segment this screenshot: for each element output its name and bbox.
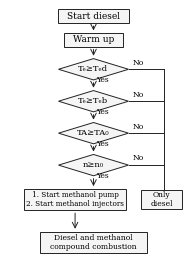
- Text: No: No: [132, 122, 143, 130]
- Text: No: No: [132, 91, 143, 98]
- Text: Warm up: Warm up: [73, 36, 114, 44]
- Text: Start diesel: Start diesel: [67, 12, 120, 20]
- FancyBboxPatch shape: [59, 9, 128, 23]
- Polygon shape: [59, 59, 128, 80]
- FancyBboxPatch shape: [64, 33, 123, 47]
- FancyBboxPatch shape: [141, 190, 182, 209]
- FancyBboxPatch shape: [24, 189, 126, 210]
- Text: No: No: [132, 59, 143, 67]
- Text: n≥n₀: n≥n₀: [83, 161, 104, 169]
- Text: Tₑ≥Tₑb: Tₑ≥Tₑb: [78, 97, 109, 105]
- Text: No: No: [132, 154, 143, 162]
- Text: Only
diesel: Only diesel: [150, 191, 173, 208]
- Text: Yes: Yes: [96, 140, 109, 148]
- Text: TA≥TA₀: TA≥TA₀: [77, 129, 110, 137]
- FancyBboxPatch shape: [40, 232, 147, 253]
- Polygon shape: [59, 154, 128, 176]
- Text: Diesel and methanol
compound combustion: Diesel and methanol compound combustion: [50, 234, 137, 251]
- Text: Yes: Yes: [96, 108, 109, 116]
- Text: 1. Start methanol pump
2. Start methanol injectors: 1. Start methanol pump 2. Start methanol…: [26, 191, 124, 208]
- Polygon shape: [59, 91, 128, 112]
- Text: Tₑ≥Tₑd: Tₑ≥Tₑd: [78, 65, 109, 73]
- Text: Yes: Yes: [96, 172, 109, 180]
- Polygon shape: [59, 122, 128, 144]
- Text: Yes: Yes: [96, 76, 109, 84]
